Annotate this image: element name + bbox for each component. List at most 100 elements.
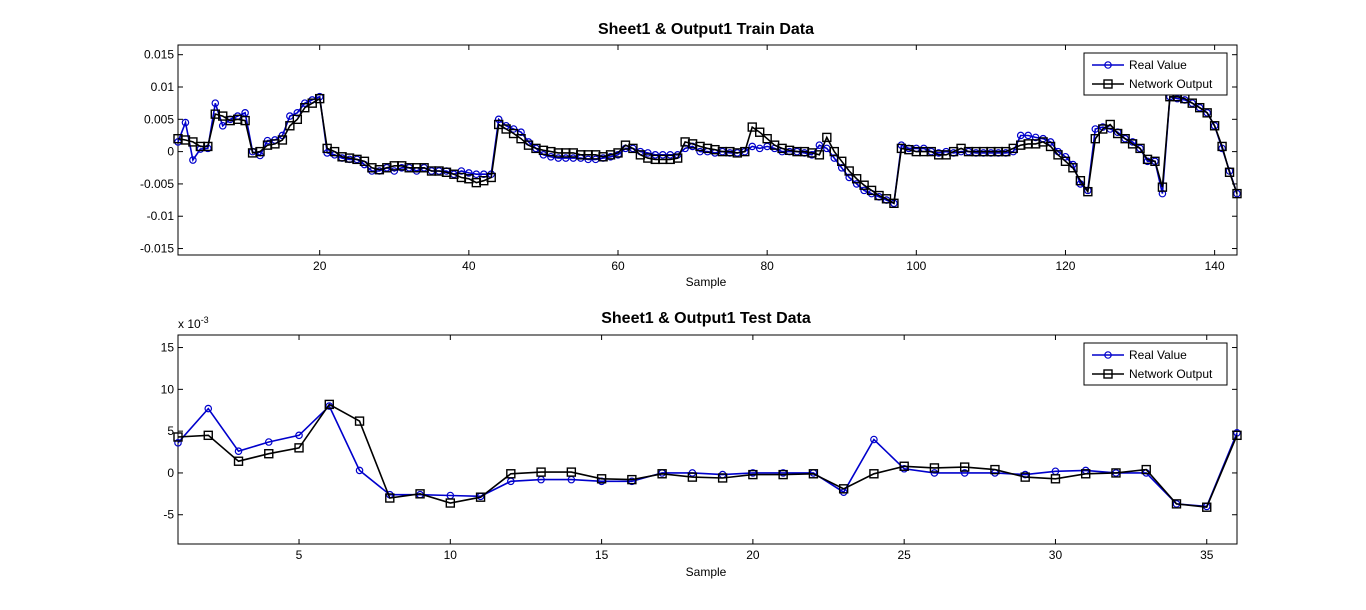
test-axes: 5 10 15 20 25 30 35 -5 0 5 10 15 xyxy=(161,334,1238,562)
test-series-real-value-point xyxy=(749,469,757,477)
train-series-real-value-point xyxy=(1016,131,1025,140)
train-series-network-output-point xyxy=(814,150,825,160)
train-chart-title: Sheet1 & Output1 Train Data xyxy=(598,21,814,38)
train-series-network-output-point xyxy=(1135,143,1145,154)
train-series-layer xyxy=(173,91,1242,209)
train-series-network-output-point xyxy=(1105,119,1115,130)
test-legend-entry-network-output-label: Network Output xyxy=(1129,367,1213,381)
train-x-tick-label: 140 xyxy=(1205,259,1225,273)
test-y-tick-label: 0 xyxy=(167,466,174,480)
train-series-network-output-point xyxy=(1224,167,1235,177)
train-series-real-value-point xyxy=(1158,189,1167,198)
test-series-network-output-point xyxy=(929,463,940,473)
train-data-panel: Sheet1 & Output1 Train Data Sample 20 40 6… xyxy=(140,21,1242,289)
train-series-network-output-point xyxy=(285,121,295,131)
train-series-network-output-point xyxy=(889,198,899,209)
train-legend-entry-network-output-marker xyxy=(1103,79,1113,89)
test-series-network-output-point xyxy=(1202,502,1212,512)
test-data-panel: Sheet1 & Output1 Test Data Sample x 10-3… xyxy=(161,310,1242,579)
test-series-network-output-line xyxy=(177,403,1238,509)
train-legend-entry-network-output-label: Network Output xyxy=(1129,77,1213,91)
test-y-tick-label: -5 xyxy=(163,508,174,522)
test-legend-entry-real-value-marker xyxy=(1104,351,1112,359)
train-legend-entry-real-value-label: Real Value xyxy=(1129,58,1187,72)
train-y-tick-label: 0.01 xyxy=(151,80,175,94)
test-series-real-value-point xyxy=(779,469,787,477)
train-series-network-output-point xyxy=(1157,182,1168,192)
test-legend-entry-network-output-marker xyxy=(1103,369,1113,379)
train-x-tick-label: 120 xyxy=(1055,259,1075,273)
test-series-real-value-point xyxy=(355,466,364,475)
train-series-network-output-point xyxy=(1120,133,1130,144)
test-series-network-output-point xyxy=(717,473,728,483)
train-series-network-output-point xyxy=(1195,102,1205,113)
test-series-network-output-point xyxy=(1232,430,1242,441)
test-series-network-output-point xyxy=(1141,464,1151,475)
train-series-network-output-point xyxy=(829,146,839,157)
test-y-tick-label: 10 xyxy=(161,382,175,396)
test-series-network-output-point xyxy=(506,469,516,479)
train-series-network-output-point xyxy=(1068,163,1078,173)
train-plot-area xyxy=(177,44,1238,256)
test-series-network-output-point xyxy=(959,462,970,472)
train-series-real-value-point xyxy=(562,154,570,162)
train-series-real-value-point xyxy=(1210,121,1219,130)
train-series-network-output-point xyxy=(866,185,877,196)
train-series-network-output-point xyxy=(516,133,526,144)
test-x-tick-label: 15 xyxy=(595,548,609,562)
test-series-network-output-point xyxy=(324,399,334,410)
test-x-axis-label: Sample xyxy=(686,565,727,579)
test-series-network-output-point xyxy=(748,469,758,480)
test-series-real-value-point xyxy=(234,447,243,456)
test-series-network-output-point xyxy=(1111,468,1121,478)
test-legend: Real Value Network Output xyxy=(1083,342,1228,386)
train-series-network-output-point xyxy=(1209,121,1220,131)
train-series-network-output-point xyxy=(314,93,325,104)
test-series-network-output-point xyxy=(808,469,819,479)
train-series-network-output-point xyxy=(1053,150,1063,160)
train-series-network-output-point xyxy=(628,143,638,154)
test-series-network-output-point xyxy=(475,492,486,502)
train-series-real-value-point xyxy=(1024,131,1032,140)
train-series-network-output-point xyxy=(859,180,869,190)
test-series-network-output-point xyxy=(445,498,456,508)
test-y-exponent-power: -3 xyxy=(201,315,209,325)
train-series-network-output-point xyxy=(255,146,265,157)
train-y-tick-label: -0.015 xyxy=(140,242,174,256)
test-series-real-value-point xyxy=(174,439,182,447)
train-series-network-output-point xyxy=(1045,141,1056,152)
test-series-network-output-point xyxy=(899,461,909,471)
train-y-tick-label: 0.005 xyxy=(144,112,174,126)
train-x-tick-label: 80 xyxy=(760,259,774,273)
test-series-network-output-point xyxy=(264,449,274,459)
train-series-network-output-point xyxy=(1083,186,1093,197)
test-series-layer xyxy=(173,399,1242,512)
test-y-exponent-label: x 10-3 xyxy=(178,315,209,331)
test-series-real-value-point xyxy=(204,404,213,413)
test-series-network-output-point xyxy=(566,467,577,477)
train-series-network-output-point xyxy=(844,166,854,176)
test-x-tick-label: 35 xyxy=(1200,548,1214,562)
train-series-network-output-point xyxy=(508,128,519,139)
test-series-network-output-point xyxy=(1171,499,1182,509)
test-series-real-value-point xyxy=(264,438,273,446)
train-series-real-value-point xyxy=(815,141,824,149)
train-series-network-output-point xyxy=(359,156,370,167)
test-x-tick-label: 10 xyxy=(444,548,458,562)
train-series-real-value-point xyxy=(218,121,227,130)
train-y-tick-label: -0.005 xyxy=(140,177,174,191)
train-series-real-value-point xyxy=(1203,109,1211,117)
train-series-real-value-point xyxy=(189,156,197,164)
train-series-real-value-point xyxy=(755,144,764,153)
test-series-network-output-point xyxy=(627,474,637,485)
train-series-real-value-point xyxy=(554,154,563,162)
test-series-network-output-point xyxy=(294,443,304,453)
test-plot-area xyxy=(177,334,1238,545)
test-series-network-output-point xyxy=(203,430,213,441)
train-series-network-output xyxy=(173,91,1242,209)
train-series-network-output-point xyxy=(613,148,623,158)
test-series-network-output-point xyxy=(415,489,425,499)
train-series-real-value-point xyxy=(181,118,190,127)
train-series-real-value-point xyxy=(748,142,757,151)
